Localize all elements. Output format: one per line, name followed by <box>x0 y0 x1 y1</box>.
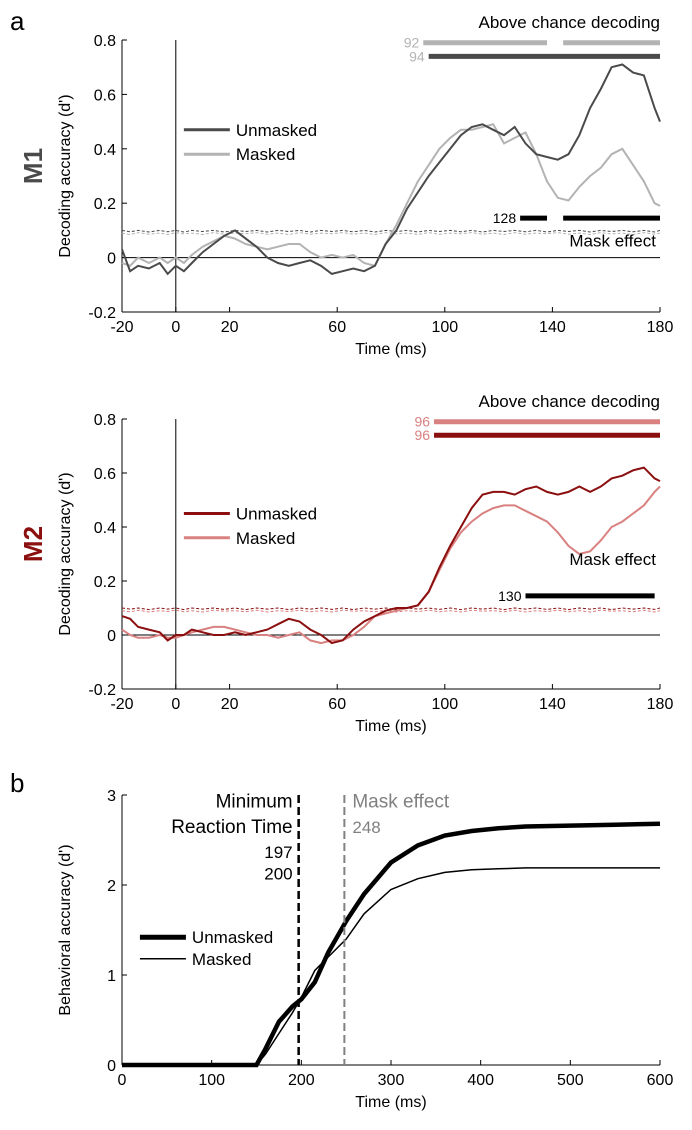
m1-x-tick-label: 140 <box>539 319 566 336</box>
m1-x-tick-label: 0 <box>171 319 180 336</box>
m1-y-tick-label: 0.4 <box>94 142 116 159</box>
m1-x-tick-label: 20 <box>221 319 239 336</box>
m2-y-tick-label: 0.2 <box>94 574 116 591</box>
m1-above-chance-onset-masked: 92 <box>404 35 420 51</box>
m2-above-chance-onset-masked: 96 <box>414 414 430 430</box>
m2-y-tick-label: 0.8 <box>94 412 116 429</box>
m1-chance-masked-line <box>121 232 661 236</box>
m1-mask-effect-onset: 128 <box>493 210 517 226</box>
behav-y-axis-label: Behavioral accuracy (d') <box>57 844 74 1015</box>
m2-chance-unmasked-line <box>121 607 661 611</box>
behav-legend-label-unmasked: Unmasked <box>192 928 273 947</box>
m1-y-axis-label: Decoding accuracy (d') <box>57 94 74 257</box>
m2-x-tick-label: 60 <box>328 696 346 713</box>
m1-x-tick-label: 60 <box>328 319 346 336</box>
m1-x-tick-label: -20 <box>110 319 133 336</box>
m2-x-tick-label: -20 <box>110 696 133 713</box>
m2-x-tick-label: 180 <box>647 696 674 713</box>
behav-y-tick-label: 0 <box>107 1058 116 1075</box>
m2-x-tick-label: 140 <box>539 696 566 713</box>
m1-unmasked-line <box>121 63 661 276</box>
behav-x-tick-label: 400 <box>467 1072 494 1089</box>
m2-y-tick-label: 0.6 <box>94 466 116 483</box>
m2-legend-label-masked: Masked <box>236 529 296 548</box>
m1-y-tick-label: 0 <box>107 251 116 268</box>
m2-y-tick-label: -0.2 <box>88 682 116 699</box>
m1-above-chance-onset-unmasked: 94 <box>409 48 425 64</box>
panel-label-b: b <box>10 768 24 798</box>
m1-row-label: M1 <box>18 148 48 184</box>
m2-x-tick-label: 100 <box>431 696 458 713</box>
m2-x-tick-label: 0 <box>171 696 180 713</box>
m2-x-axis-label: Time (ms) <box>355 718 426 735</box>
m1-y-tick-label: 0.6 <box>94 87 116 104</box>
behav-unmasked-line <box>122 821 661 1068</box>
m1-legend-label-unmasked: Unmasked <box>236 121 317 140</box>
behav-x-tick-label: 200 <box>288 1072 315 1089</box>
chart-m2: -20 0 20 60 100 140 180 -0.2 0 0.2 0.4 0.6 0.8 Time (… <box>18 392 673 735</box>
m2-above-chance-onset-unmasked: 96 <box>414 427 430 443</box>
behav-x-axis-label: Time (ms) <box>355 1094 426 1111</box>
m2-mask-effect-title: Mask effect <box>569 550 656 569</box>
behav-masked-line <box>122 867 660 1066</box>
behav-y-tick-label: 2 <box>107 878 116 895</box>
behav-y-tick-label: 1 <box>107 968 116 985</box>
chart-m1: -20 0 20 60 100 140 180 -0.2 0 0.2 0.4 0.6 0.8 Time (… <box>18 13 673 358</box>
behav-mask-effect-value: 248 <box>352 818 380 837</box>
m2-row-label: M2 <box>18 526 48 562</box>
m1-mask-effect-title: Mask effect <box>569 232 656 251</box>
m2-y-axis-label: Decoding accuracy (d') <box>57 472 74 635</box>
m1-x-axis-label: Time (ms) <box>355 341 426 358</box>
behav-x-tick-label: 0 <box>118 1072 127 1089</box>
chart-behavioral: 0 100 200 300 400 500 600 0 1 2 3 Time (ms) Behavior… <box>57 788 673 1111</box>
m1-x-tick-label: 180 <box>647 319 674 336</box>
m2-legend-label-unmasked: Unmasked <box>236 505 317 524</box>
m1-y-tick-label: 0.8 <box>94 33 116 50</box>
behav-min-rt-masked-value: 200 <box>264 865 292 884</box>
behav-min-rt-title-2: Reaction Time <box>171 817 292 838</box>
behav-min-rt-unmasked-value: 197 <box>264 843 292 862</box>
m2-y-tick-label: 0 <box>107 628 116 645</box>
behav-y-tick-label: 3 <box>107 788 116 805</box>
behav-legend-label-masked: Masked <box>192 950 252 969</box>
behav-x-tick-label: 100 <box>198 1072 225 1089</box>
m2-y-tick-label: 0.4 <box>94 520 116 537</box>
m1-y-tick-label: 0.2 <box>94 196 116 213</box>
panel-label-a: a <box>10 6 25 36</box>
behav-min-rt-title-1: Minimum <box>216 792 293 813</box>
behav-x-tick-label: 300 <box>378 1072 405 1089</box>
m1-above-chance-title: Above chance decoding <box>479 13 660 32</box>
m1-y-tick-label: -0.2 <box>88 305 116 322</box>
m2-above-chance-title: Above chance decoding <box>479 392 660 411</box>
m1-chance-unmasked-line <box>121 229 661 233</box>
m1-x-tick-label: 100 <box>431 319 458 336</box>
behav-x-tick-label: 500 <box>557 1072 584 1089</box>
behav-mask-effect-title: Mask effect <box>352 792 450 813</box>
behav-x-tick-label: 600 <box>647 1072 674 1089</box>
m2-x-tick-label: 20 <box>221 696 239 713</box>
m1-legend-label-masked: Masked <box>236 145 296 164</box>
m2-mask-effect-onset: 130 <box>498 588 522 604</box>
m2-unmasked-line <box>121 466 661 645</box>
